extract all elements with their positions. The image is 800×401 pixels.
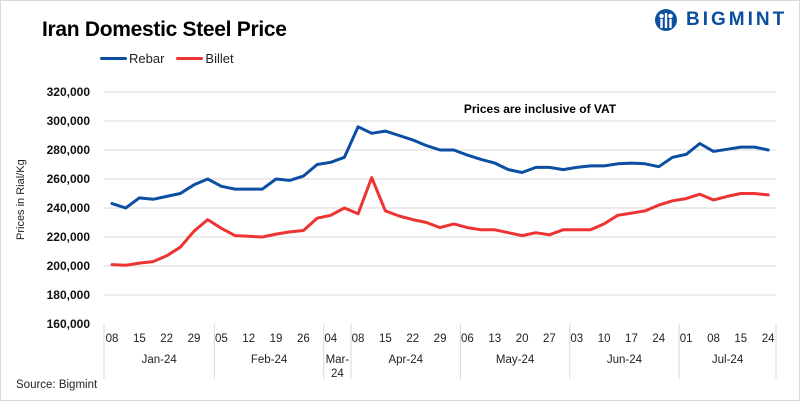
x-tick-label: 27 xyxy=(543,333,556,345)
legend-item-billet: Billet xyxy=(176,51,234,66)
source-note: Source: Bigmint xyxy=(16,379,98,391)
x-tick-label: 24 xyxy=(762,333,775,345)
x-group-label: May-24 xyxy=(496,354,535,366)
x-tick-label: 04 xyxy=(324,333,337,345)
x-tick-label: 08 xyxy=(352,333,365,345)
x-tick-label: 03 xyxy=(570,333,583,345)
logo-text: BIGMINT xyxy=(686,9,788,30)
x-tick-label: 22 xyxy=(160,333,173,345)
legend-label-rebar: Rebar xyxy=(129,51,165,66)
x-tick-label: 22 xyxy=(406,333,419,345)
y-tick-label: 300,000 xyxy=(47,114,91,128)
x-group-label: Mar- xyxy=(326,354,350,366)
x-group-label: Jun-24 xyxy=(607,354,643,366)
series-line-billet xyxy=(110,176,770,267)
x-group-label: Feb-24 xyxy=(251,354,288,366)
bigmint-logo: BIGMINT xyxy=(654,8,787,32)
x-group-label: 24 xyxy=(331,368,344,380)
x-group-label: Jan-24 xyxy=(142,354,178,366)
y-tick-label: 180,000 xyxy=(47,288,91,302)
x-tick-label: 24 xyxy=(652,333,665,345)
x-tick-label: 12 xyxy=(242,333,255,345)
legend-swatch-billet xyxy=(176,57,204,60)
y-axis-label: Prices in Rial/Kg xyxy=(15,159,27,240)
y-tick-label: 200,000 xyxy=(47,259,91,273)
chart-title: Iran Domestic Steel Price xyxy=(42,18,287,41)
y-tick-label: 320,000 xyxy=(47,85,91,99)
legend-label-billet: Billet xyxy=(205,51,234,66)
legend: Rebar Billet xyxy=(100,51,234,66)
x-tick-label: 29 xyxy=(188,333,201,345)
y-tick-label: 240,000 xyxy=(47,201,91,215)
x-tick-label: 26 xyxy=(297,333,310,345)
x-tick-label: 08 xyxy=(707,333,720,345)
x-tick-label: 29 xyxy=(434,333,447,345)
x-tick-label: 08 xyxy=(106,333,119,345)
y-tick-label: 280,000 xyxy=(47,143,91,157)
x-tick-label: 01 xyxy=(680,333,693,345)
x-tick-label: 15 xyxy=(133,333,146,345)
x-group-label: Apr-24 xyxy=(388,354,423,366)
series-line-rebar xyxy=(110,125,770,210)
x-tick-label: 05 xyxy=(215,333,228,345)
legend-swatch-rebar xyxy=(100,57,127,60)
x-tick-label: 13 xyxy=(488,333,501,345)
bigmint-logo-icon xyxy=(655,9,677,31)
x-tick-label: 19 xyxy=(270,333,283,345)
y-tick-label: 220,000 xyxy=(47,230,91,244)
annotation: Prices are inclusive of VAT xyxy=(464,102,617,116)
x-tick-label: 20 xyxy=(516,333,529,345)
x-tick-label: 10 xyxy=(598,333,611,345)
x-group-label: Jul-24 xyxy=(712,354,744,366)
y-tick-label: 260,000 xyxy=(47,172,91,186)
legend-item-rebar: Rebar xyxy=(100,51,164,66)
y-tick-label: 160,000 xyxy=(47,317,91,331)
x-tick-label: 17 xyxy=(625,333,638,345)
x-tick-label: 06 xyxy=(461,333,474,345)
x-tick-label: 15 xyxy=(379,333,392,345)
x-tick-label: 15 xyxy=(734,333,747,345)
